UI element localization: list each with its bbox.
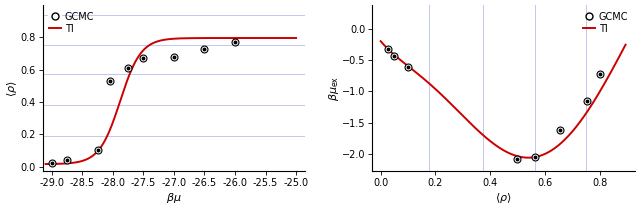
Y-axis label: $\beta\mu_\mathrm{ex}$: $\beta\mu_\mathrm{ex}$ (326, 75, 340, 101)
Legend: GCMC, TI: GCMC, TI (47, 10, 97, 35)
Y-axis label: $\langle\rho\rangle$: $\langle\rho\rangle$ (5, 80, 19, 97)
X-axis label: $\langle\rho\rangle$: $\langle\rho\rangle$ (495, 191, 512, 205)
Legend: GCMC, TI: GCMC, TI (581, 10, 630, 35)
X-axis label: $\beta\mu$: $\beta\mu$ (166, 191, 182, 205)
